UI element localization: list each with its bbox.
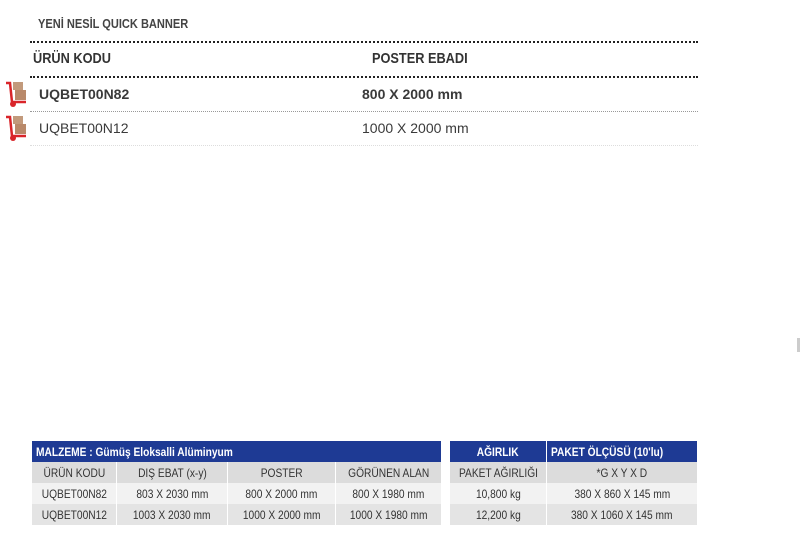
hand-truck-icon bbox=[6, 115, 26, 141]
column-header: ÜRÜN KODU bbox=[43, 465, 105, 480]
list-item-size: 800 X 2000 mm bbox=[362, 86, 463, 102]
cell: 803 X 2030 mm bbox=[135, 486, 209, 501]
cell: 380 X 860 X 145 mm bbox=[574, 486, 670, 501]
package-table: AĞIRLIK PAKET ÖLÇÜSÜ (10'lu) PAKET AĞIRL… bbox=[450, 441, 698, 525]
column-group-header: AĞIRLIK bbox=[477, 444, 519, 459]
page-title: YENİ NESİL QUICK BANNER bbox=[38, 16, 189, 31]
column-header: GÖRÜNEN ALAN bbox=[347, 465, 430, 480]
table-header-row: ÜRÜN KODU DIŞ EBAT (x-y) POSTER GÖRÜNEN … bbox=[32, 462, 442, 483]
hand-truck-icon bbox=[6, 81, 26, 107]
divider bbox=[30, 76, 698, 78]
cell: 800 X 1980 mm bbox=[352, 486, 425, 501]
spec-table-header: MALZEME : Gümüş Eloksalli Alüminyum bbox=[32, 441, 442, 462]
cell: 1000 X 2000 mm bbox=[242, 507, 321, 522]
divider bbox=[30, 41, 698, 43]
column-header: POSTER bbox=[260, 465, 303, 480]
cell: 10,800 kg bbox=[475, 486, 521, 501]
column-group-header: PAKET ÖLÇÜSÜ (10'lu) bbox=[551, 444, 664, 459]
table-row: UQBET00N82 803 X 2030 mm 800 X 2000 mm 8… bbox=[32, 483, 442, 504]
cell: UQBET00N82 bbox=[41, 486, 107, 501]
list-item-code[interactable]: UQBET00N12 bbox=[39, 120, 129, 136]
column-header: *G X Y X D bbox=[596, 465, 648, 480]
table-header-row: PAKET AĞIRLIĞI *G X Y X D bbox=[450, 462, 698, 483]
column-header: DIŞ EBAT (x-y) bbox=[137, 465, 207, 480]
cell: 1003 X 2030 mm bbox=[133, 507, 211, 522]
divider bbox=[30, 145, 698, 146]
list-item-size: 1000 X 2000 mm bbox=[362, 120, 469, 136]
cell: 800 X 2000 mm bbox=[245, 486, 318, 501]
table-row: UQBET00N12 1003 X 2030 mm 1000 X 2000 mm… bbox=[32, 504, 442, 525]
divider bbox=[30, 111, 698, 112]
table-row: 12,200 kg 380 X 1060 X 145 mm bbox=[450, 504, 698, 525]
header-product-code: ÜRÜN KODU bbox=[33, 50, 111, 67]
cell: UQBET00N12 bbox=[41, 507, 107, 522]
column-header: PAKET AĞIRLIĞI bbox=[458, 465, 538, 480]
table-row: 10,800 kg 380 X 860 X 145 mm bbox=[450, 483, 698, 504]
cell: 12,200 kg bbox=[475, 507, 521, 522]
scrollbar[interactable] bbox=[797, 338, 800, 352]
cell: 380 X 1060 X 145 mm bbox=[571, 507, 673, 522]
list-item-code[interactable]: UQBET00N82 bbox=[39, 86, 130, 102]
cell: 1000 X 1980 mm bbox=[349, 507, 428, 522]
header-poster-size: POSTER EBADI bbox=[372, 50, 468, 67]
spec-table: MALZEME : Gümüş Eloksalli Alüminyum ÜRÜN… bbox=[32, 441, 442, 525]
